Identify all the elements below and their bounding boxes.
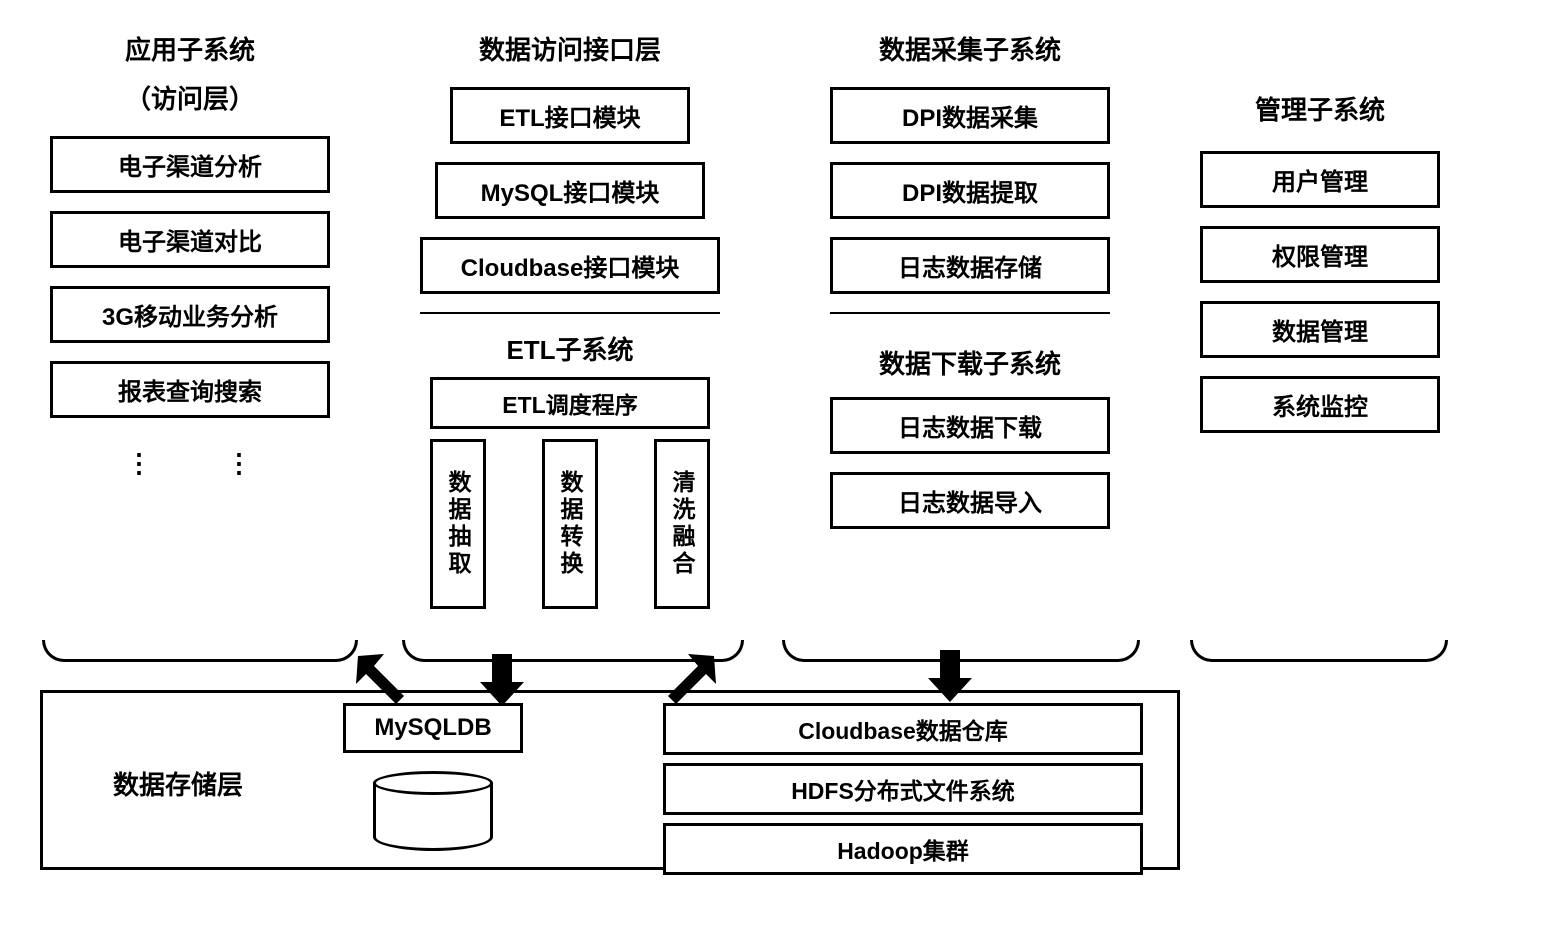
manage-item-0: 用户管理 [1200, 151, 1440, 208]
collect-item-2: 日志数据存储 [830, 237, 1110, 294]
manage-title: 管理子系统 [1200, 90, 1440, 127]
etl-scheduler: ETL调度程序 [430, 377, 710, 429]
storage-right-1: HDFS分布式文件系统 [663, 763, 1143, 815]
app-item-3: 报表查询搜索 [50, 361, 330, 418]
data-access-title: 数据访问接口层 [420, 30, 720, 67]
arrow-up-left-icon [350, 648, 412, 710]
app-title-line1: 应用子系统 [50, 30, 330, 67]
database-cylinder-icon [373, 771, 493, 851]
mysql-box: MySQLDB [343, 703, 523, 753]
download-item-0: 日志数据下载 [830, 397, 1110, 454]
download-title: 数据下载子系统 [830, 344, 1110, 381]
divider-line [420, 312, 720, 314]
etl-task-1: 数据转换 [542, 439, 598, 609]
app-subsystem-column: 应用子系统 （访问层） 电子渠道分析 电子渠道对比 3G移动业务分析 报表查询搜… [50, 30, 330, 479]
download-item-1: 日志数据导入 [830, 472, 1110, 529]
da-item-0: ETL接口模块 [450, 87, 690, 144]
app-item-2: 3G移动业务分析 [50, 286, 330, 343]
arrow-down-icon [478, 650, 526, 708]
manage-item-1: 权限管理 [1200, 226, 1440, 283]
app-title-line2: （访问层） [50, 79, 330, 116]
etl-task-2: 清洗融合 [654, 439, 710, 609]
data-access-column: 数据访问接口层 ETL接口模块 MySQL接口模块 Cloudbase接口模块 … [420, 30, 720, 609]
ellipsis-dot: ⋮ [126, 448, 154, 479]
arrow-up-right-icon [660, 648, 722, 710]
storage-layer: 数据存储层 MySQLDB Cloudbase数据仓库 HDFS分布式文件系统 … [40, 690, 1180, 870]
storage-label: 数据存储层 [113, 765, 243, 802]
bracket-manage [1190, 640, 1448, 662]
bracket-app [42, 640, 358, 662]
etl-tasks-row: 数据抽取 数据转换 清洗融合 [430, 439, 710, 609]
manage-item-3: 系统监控 [1200, 376, 1440, 433]
etl-task-0: 数据抽取 [430, 439, 486, 609]
divider-line [830, 312, 1110, 314]
manage-column: 管理子系统 用户管理 权限管理 数据管理 系统监控 [1200, 90, 1440, 451]
collect-item-0: DPI数据采集 [830, 87, 1110, 144]
etl-title: ETL子系统 [420, 330, 720, 367]
ellipsis-dot: ⋮ [226, 448, 254, 479]
storage-right-0: Cloudbase数据仓库 [663, 703, 1143, 755]
collect-item-1: DPI数据提取 [830, 162, 1110, 219]
app-item-0: 电子渠道分析 [50, 136, 330, 193]
da-item-1: MySQL接口模块 [435, 162, 705, 219]
collect-title: 数据采集子系统 [830, 30, 1110, 67]
arrow-down-icon [926, 646, 974, 704]
app-ellipsis: ⋮ ⋮ [50, 448, 330, 479]
storage-right-2: Hadoop集群 [663, 823, 1143, 875]
manage-item-2: 数据管理 [1200, 301, 1440, 358]
da-item-2: Cloudbase接口模块 [420, 237, 720, 294]
collect-column: 数据采集子系统 DPI数据采集 DPI数据提取 日志数据存储 数据下载子系统 日… [830, 30, 1110, 547]
app-item-1: 电子渠道对比 [50, 211, 330, 268]
